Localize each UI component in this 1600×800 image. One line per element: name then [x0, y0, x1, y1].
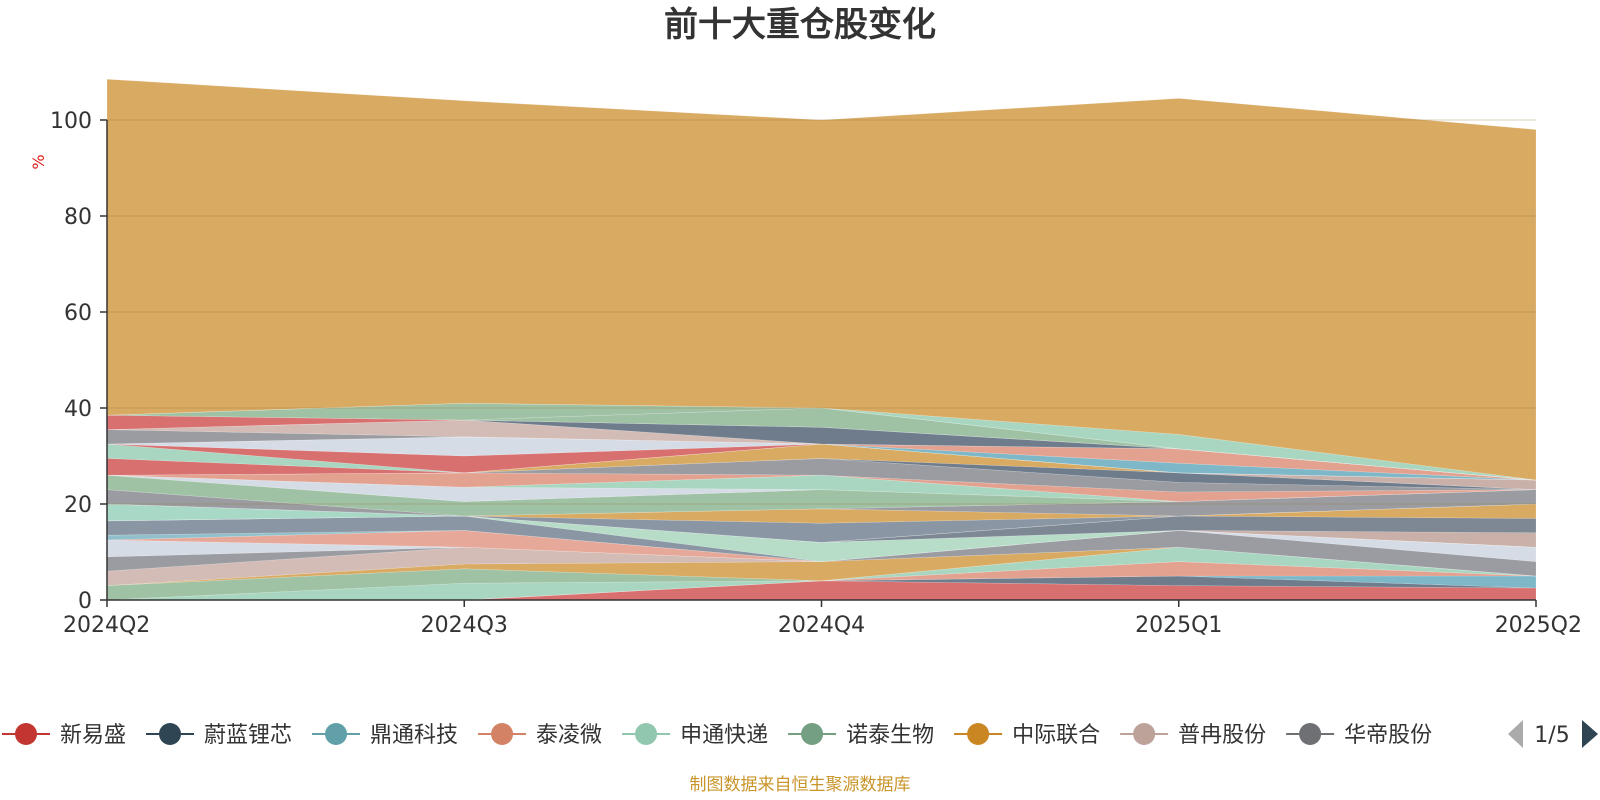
legend-marker-icon [1133, 723, 1156, 745]
x-tick-label: 2024Q3 [421, 613, 508, 638]
chart-title: 前十大重仓股变化 [664, 5, 936, 45]
y-tick-label: 0 [78, 589, 92, 614]
legend-marker-icon [491, 723, 514, 745]
area-series-29 [106, 443, 1537, 490]
x-tick-label: 2024Q2 [63, 613, 150, 638]
legend-marker-icon [15, 723, 37, 745]
legend-marker-icon [635, 723, 658, 745]
y-tick-label: 100 [50, 109, 92, 134]
legend-marker-icon [159, 723, 182, 745]
legend-label: 新易盛 [60, 723, 126, 748]
legend-page-indicator: 1/5 [1534, 723, 1569, 748]
legend-label: 泰凌微 [536, 723, 602, 748]
legend-item[interactable]: 新易盛 [2, 723, 126, 748]
axes: 0 20 40 60 80 100 2024Q2 2024Q3 2024Q4 2025Q1 2025… [50, 109, 1582, 638]
x-tick-label: 2024Q4 [778, 613, 865, 638]
legend-item[interactable]: 蔚蓝锂芯 [146, 723, 292, 748]
y-tick-label: 20 [64, 493, 92, 518]
area-series-group [106, 78, 1537, 601]
legend-label: 中际联合 [1012, 723, 1100, 748]
legend-item[interactable]: 泰凌微 [478, 723, 602, 748]
legend-label: 普冉股份 [1178, 723, 1266, 748]
area-series-21 [106, 489, 1537, 517]
legend-marker-icon [967, 723, 990, 745]
legend-label: 蔚蓝锂芯 [204, 723, 292, 748]
gridlines [107, 119, 1536, 505]
x-tick-label: 2025Q2 [1495, 613, 1582, 638]
legend-item[interactable]: 普冉股份 [1120, 723, 1266, 748]
area-series-3 [107, 575, 1537, 601]
legend-label: 华帝股份 [1344, 723, 1432, 748]
legend-prev-page-icon[interactable] [1508, 720, 1523, 748]
legend-item[interactable]: 申通快递 [622, 723, 768, 748]
legend-item[interactable]: 鼎通科技 [312, 723, 458, 748]
area-series-45 [106, 78, 1537, 481]
y-tick-label: 80 [64, 205, 92, 230]
legend[interactable]: 新易盛 蔚蓝锂芯 鼎通科技 泰凌微 申通快递 诺泰生物 中际联合 普冉股份 华帝股份 [2, 723, 1432, 748]
y-tick-label: 40 [64, 397, 92, 422]
legend-label: 鼎通科技 [370, 723, 458, 748]
legend-item[interactable]: 诺泰生物 [788, 723, 934, 748]
legend-label: 申通快递 [680, 723, 768, 748]
y-tick-label: 60 [64, 301, 92, 326]
x-tick-label: 2025Q1 [1135, 613, 1222, 638]
legend-next-page-icon[interactable] [1582, 720, 1598, 748]
legend-item[interactable]: 华帝股份 [1286, 723, 1432, 748]
legend-marker-icon [801, 723, 824, 745]
legend-label: 诺泰生物 [846, 723, 934, 748]
y-axis-unit-label: % [29, 154, 48, 169]
source-note: 制图数据来自恒生聚源数据库 [690, 775, 911, 795]
legend-marker-icon [325, 723, 348, 745]
legend-item[interactable]: 中际联合 [954, 723, 1100, 748]
legend-marker-icon [1299, 723, 1322, 745]
